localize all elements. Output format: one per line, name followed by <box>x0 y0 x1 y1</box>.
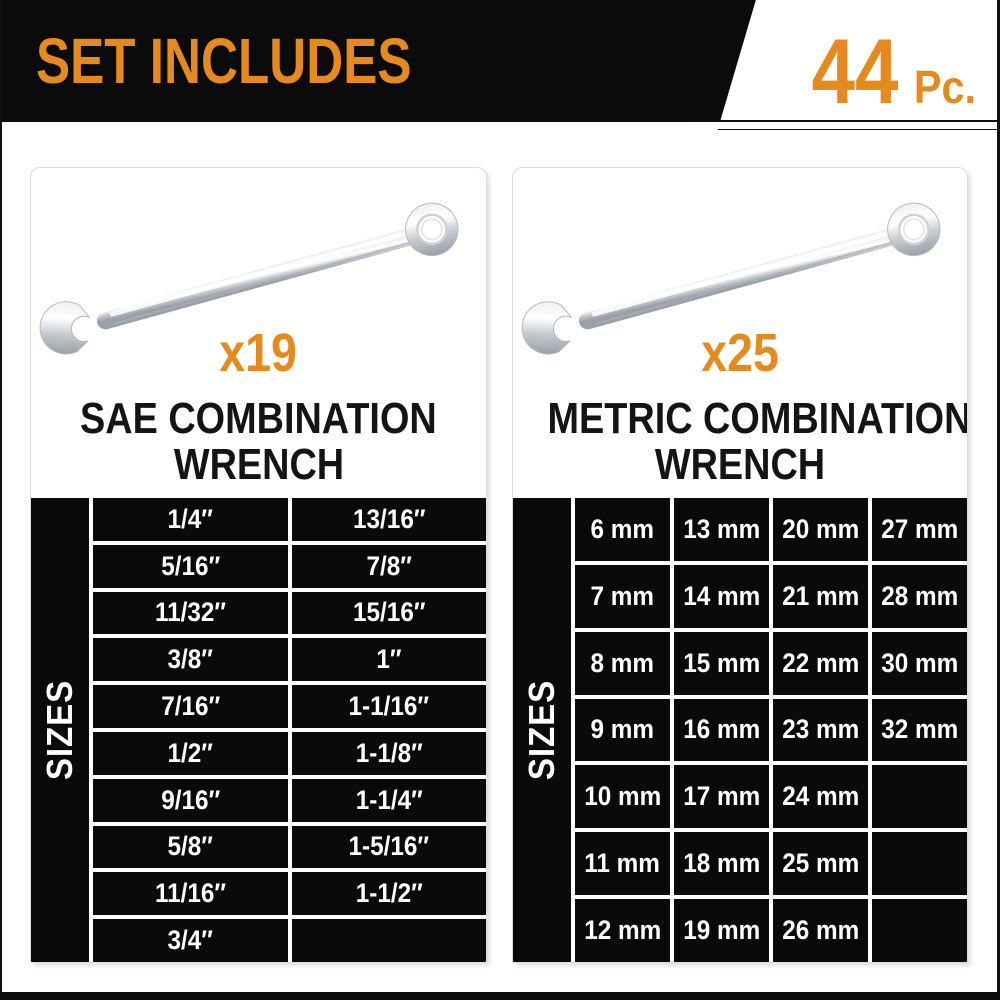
sae-sizes-rail: SIZES <box>31 498 93 962</box>
sae-sizes-label: SIZES <box>39 679 80 781</box>
piece-count: 44 Pc. <box>737 0 1000 129</box>
size-cell: 1/4″ <box>93 498 288 541</box>
size-cell <box>872 899 967 962</box>
sae-title: SAE COMBINATION WRENCH <box>31 396 486 488</box>
size-cell: 13/16″ <box>291 498 486 541</box>
size-cell: 15/16″ <box>291 591 486 635</box>
size-cell: 32 mm <box>872 698 967 762</box>
size-cell: 19 mm <box>674 899 769 962</box>
size-cell: 7/16″ <box>93 685 288 728</box>
metric-sizes-label: SIZES <box>521 679 562 781</box>
size-cell: 11/32″ <box>93 591 288 635</box>
size-cell: 11 mm <box>575 832 670 896</box>
size-cell: 5/16″ <box>93 544 288 588</box>
size-cell: 1″ <box>291 638 486 682</box>
metric-title-line2: WRENCH <box>654 440 826 489</box>
header-banner: SET INCLUDES 44 Pc. <box>0 0 1000 130</box>
metric-sizes-rail: SIZES <box>513 498 575 962</box>
size-cell: 9 mm <box>575 698 670 762</box>
size-cell: 7 mm <box>575 564 670 628</box>
sae-size-grid: 1/4″ 13/16″ 5/16″ 7/8″ 11/32″ 15/16″ 3/8″ 1″ 7/1… <box>93 498 486 962</box>
size-cell: 5/8″ <box>93 825 288 869</box>
metric-panel: x25 METRIC COMBINATION WRENCH SIZES 6 mm… <box>512 167 968 963</box>
size-cell: 28 mm <box>872 564 967 628</box>
sae-title-line1: SAE COMBINATION <box>80 394 437 443</box>
size-cell: 12 mm <box>575 899 670 962</box>
size-cell: 1-5/16″ <box>291 825 486 869</box>
size-cell: 6 mm <box>575 498 670 561</box>
size-cell: 20 mm <box>773 498 868 561</box>
piece-count-value: 44 <box>811 21 899 123</box>
metric-size-grid: 6 mm 13 mm 20 mm 27 mm 7 mm 14 mm 21 mm 28 mm 8 … <box>575 498 967 962</box>
header-title: SET INCLUDES <box>36 25 412 97</box>
size-cell: 1-1/16″ <box>291 685 486 728</box>
size-cell: 18 mm <box>674 832 769 896</box>
size-cell: 9/16″ <box>93 778 288 822</box>
size-cell: 25 mm <box>773 832 868 896</box>
sae-panel: x19 SAE COMBINATION WRENCH SIZES 1/4″ 13/… <box>30 167 487 963</box>
size-cell: 1-1/8″ <box>291 731 486 775</box>
piece-count-unit: Pc. <box>914 61 977 113</box>
size-cell: 11/16″ <box>93 872 288 916</box>
size-cell: 7/8″ <box>291 544 486 588</box>
size-cell: 21 mm <box>773 564 868 628</box>
page-border-bottom <box>0 992 1000 1000</box>
piece-count-wedge: 44 Pc. <box>717 0 1000 130</box>
sae-count: x19 <box>219 323 298 383</box>
size-cell: 3/4″ <box>93 919 288 962</box>
size-cell: 22 mm <box>773 631 868 695</box>
metric-title-line1: METRIC COMBINATION <box>547 394 968 443</box>
size-cell: 30 mm <box>872 631 967 695</box>
size-cell <box>291 919 486 962</box>
size-cell: 8 mm <box>575 631 670 695</box>
page-border-left <box>0 0 2 1000</box>
size-cell: 1-1/4″ <box>291 778 486 822</box>
sae-size-table: SIZES 1/4″ 13/16″ 5/16″ 7/8″ 11/32″ 15/16″ 3/8… <box>31 498 486 962</box>
size-cell: 1-1/2″ <box>291 872 486 916</box>
size-cell: 10 mm <box>575 765 670 829</box>
size-cell <box>872 765 967 829</box>
header-divider-line <box>690 120 1000 122</box>
size-cell: 13 mm <box>674 498 769 561</box>
sae-title-line2: WRENCH <box>173 440 344 489</box>
metric-size-table: SIZES 6 mm 13 mm 20 mm 27 mm 7 mm 14 mm 21 mm 2… <box>513 498 967 962</box>
page-border-right <box>997 0 1000 1000</box>
metric-count: x25 <box>701 323 779 383</box>
size-cell: 24 mm <box>773 765 868 829</box>
size-cell: 26 mm <box>773 899 868 962</box>
size-cell: 1/2″ <box>93 731 288 775</box>
size-cell: 17 mm <box>674 765 769 829</box>
size-cell: 15 mm <box>674 631 769 695</box>
size-cell: 14 mm <box>674 564 769 628</box>
size-cell: 3/8″ <box>93 638 288 682</box>
metric-title: METRIC COMBINATION WRENCH <box>513 396 967 488</box>
size-cell <box>872 832 967 896</box>
size-cell: 23 mm <box>773 698 868 762</box>
size-cell: 16 mm <box>674 698 769 762</box>
size-cell: 27 mm <box>872 498 967 561</box>
